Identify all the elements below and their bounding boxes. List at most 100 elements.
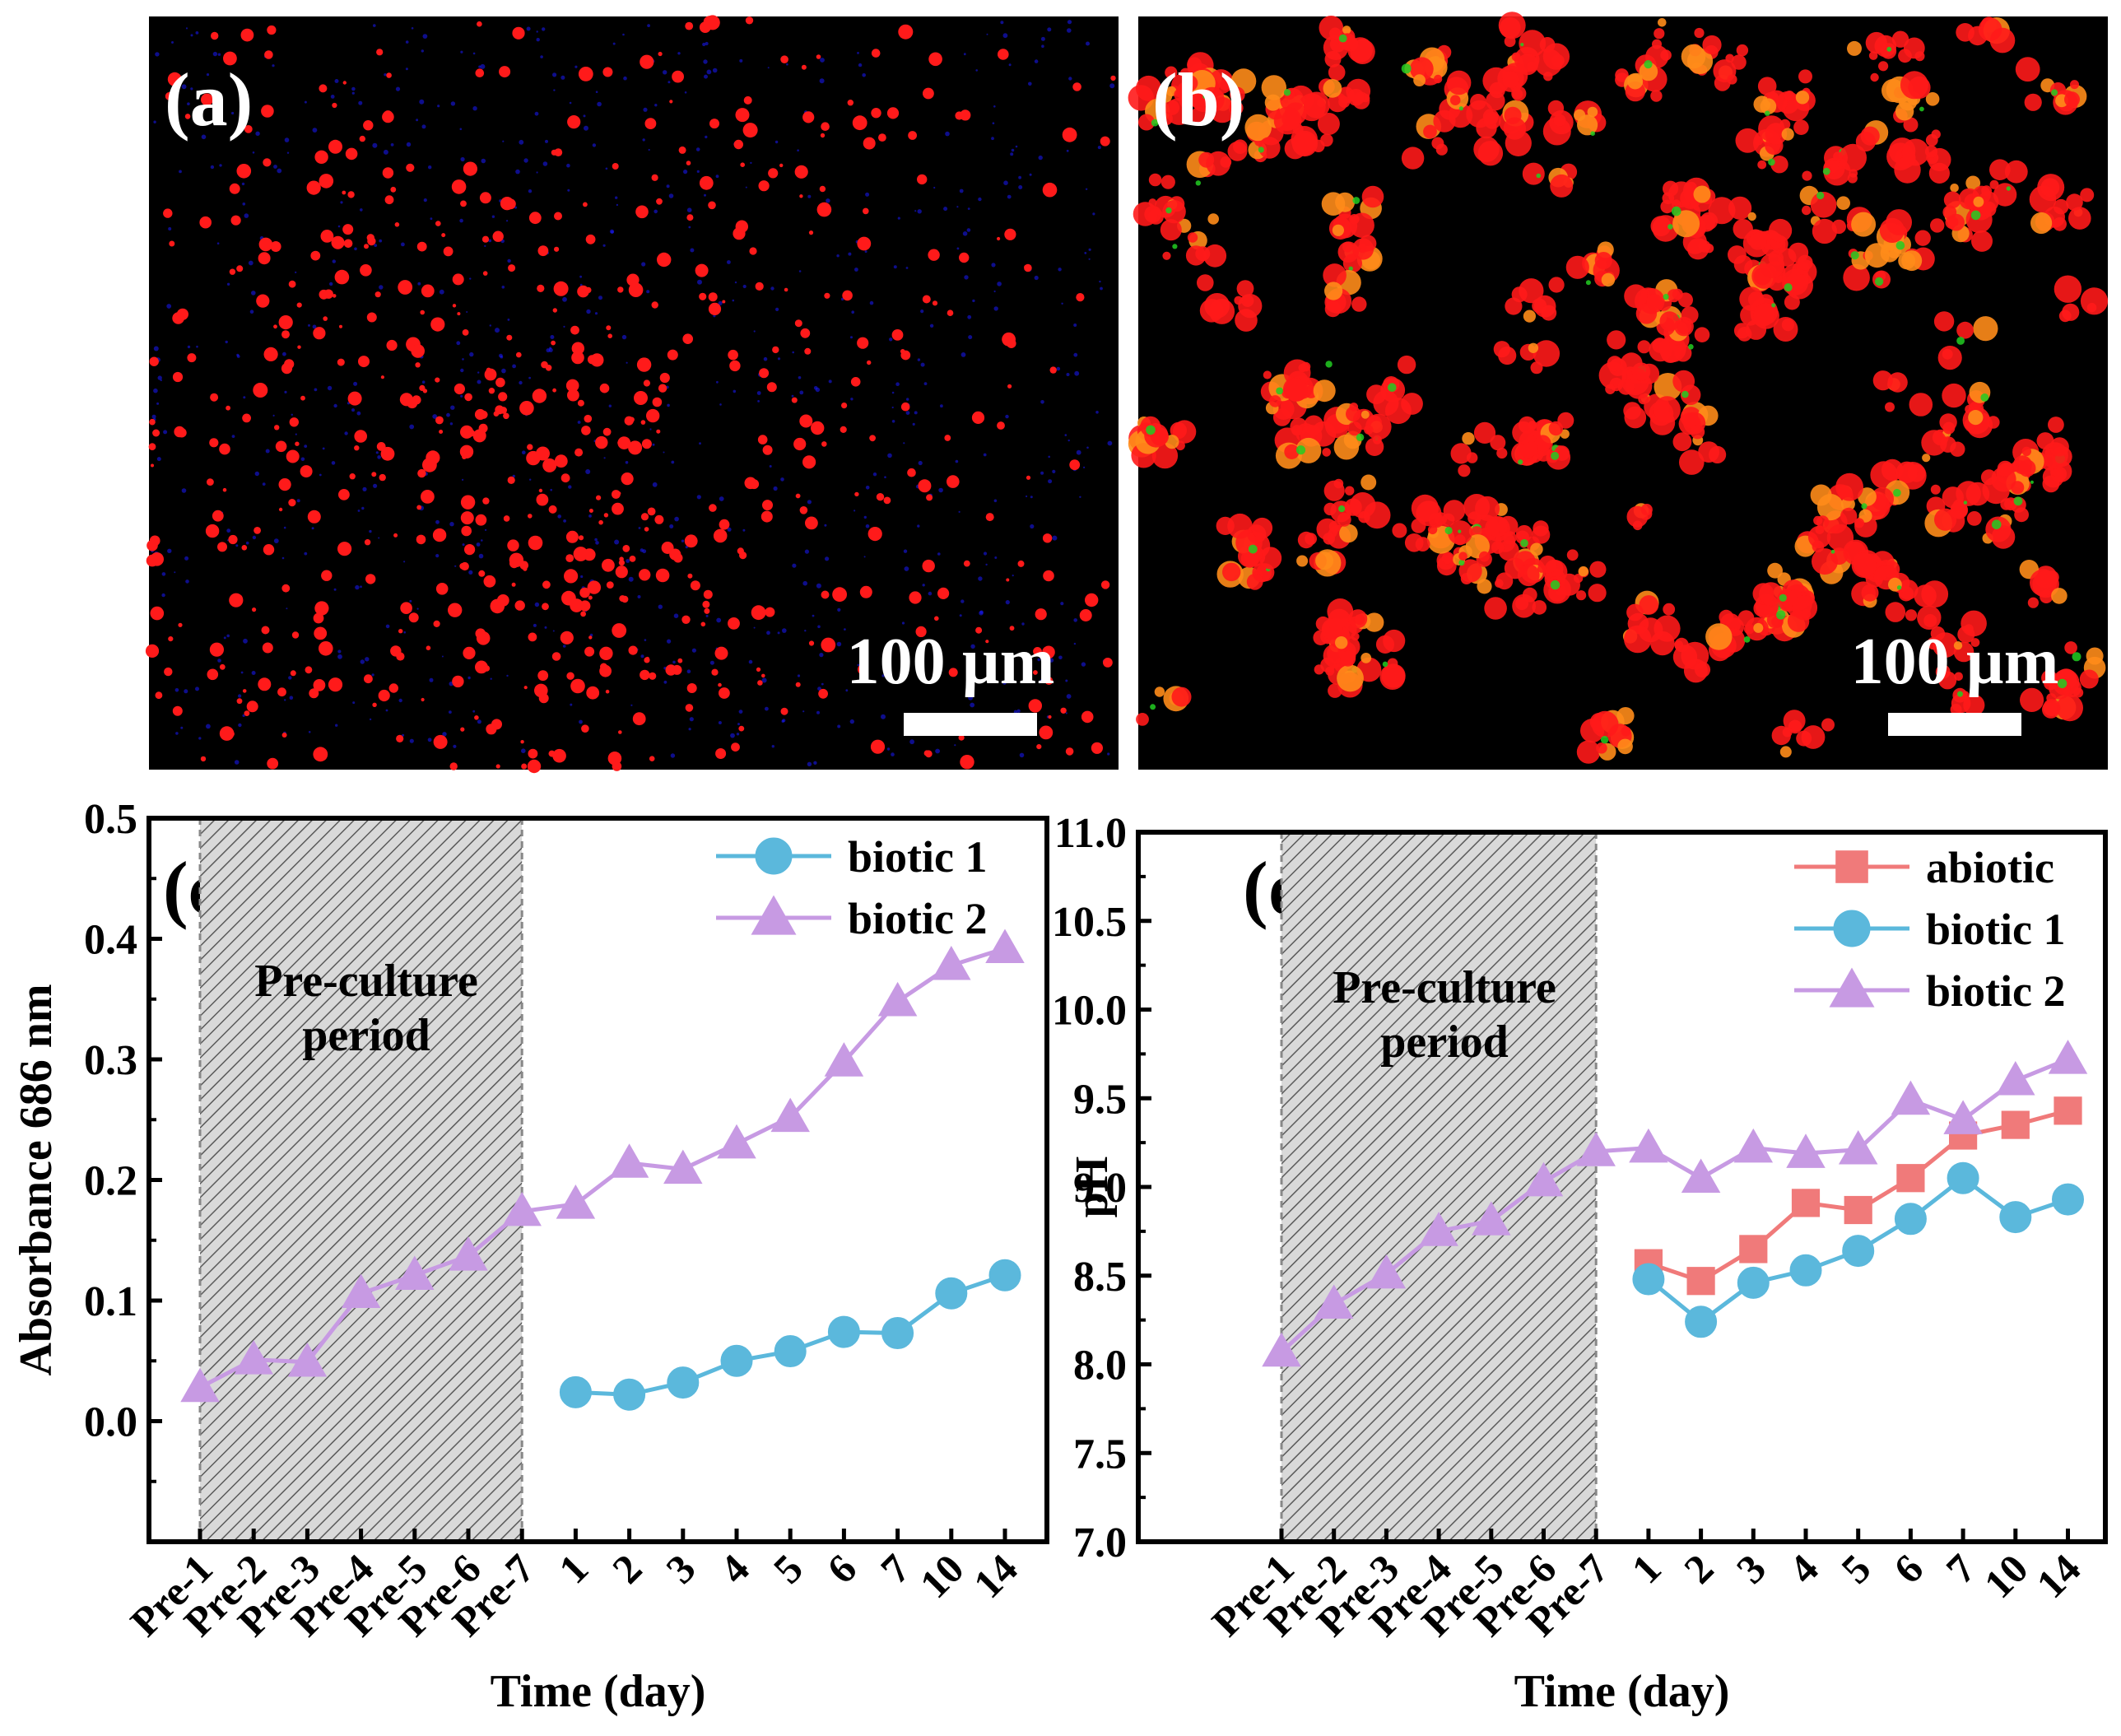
red-spot: [578, 535, 584, 541]
red-spot: [483, 665, 491, 672]
red-spot: [219, 443, 230, 455]
red-cluster-spot: [1449, 95, 1461, 105]
red-spot: [474, 715, 479, 720]
blue-spot: [804, 549, 810, 554]
red-spot: [371, 472, 377, 477]
red-cluster-spot: [1338, 95, 1351, 108]
blue-spot: [562, 296, 567, 302]
red-spot: [212, 510, 224, 522]
red-spot: [398, 629, 403, 634]
green-spot: [1663, 294, 1669, 300]
red-cluster-spot: [1784, 294, 1800, 310]
green-spot: [1550, 579, 1561, 590]
red-spot: [314, 150, 328, 164]
blue-spot: [938, 487, 943, 493]
blue-spot: [983, 453, 987, 457]
red-spot: [794, 319, 802, 328]
red-cluster-spot: [2086, 647, 2104, 665]
blue-spot: [333, 588, 337, 591]
red-spot: [433, 734, 448, 749]
red-spot: [537, 284, 545, 292]
red-spot: [1100, 580, 1110, 589]
red-spot: [1006, 578, 1010, 582]
red-spot: [512, 26, 525, 40]
blue-spot: [1030, 524, 1035, 529]
red-cluster-spot: [1345, 486, 1355, 496]
blue-spot: [1066, 373, 1070, 376]
blue-spot: [992, 122, 995, 124]
blue-spot: [467, 676, 471, 680]
red-cluster-spot: [1574, 574, 1584, 584]
blue-spot: [1073, 642, 1077, 645]
red-spot: [922, 295, 931, 304]
red-cluster-spot: [1512, 421, 1535, 444]
red-spot: [554, 454, 568, 468]
red-cluster-spot: [2064, 641, 2077, 654]
blue-spot: [912, 422, 915, 426]
red-spot: [934, 616, 939, 621]
green-spot: [1458, 560, 1465, 566]
red-cluster-spot: [1943, 191, 1961, 209]
blue-spot: [715, 175, 719, 179]
blue-spot: [1012, 575, 1014, 577]
red-cluster-spot: [1351, 632, 1360, 641]
blue-spot: [872, 472, 877, 477]
blue-spot: [196, 345, 198, 348]
red-cluster-spot: [1337, 664, 1364, 692]
red-cluster-spot: [1433, 74, 1443, 84]
blue-spot: [528, 189, 533, 193]
red-cluster-spot: [1956, 321, 1974, 339]
red-spot: [900, 349, 905, 354]
red-spot: [421, 284, 435, 298]
blue-spot: [671, 460, 675, 464]
blue-spot: [553, 89, 556, 91]
blue-spot: [1052, 535, 1058, 541]
red-cluster-spot: [1324, 282, 1343, 300]
blue-spot: [459, 218, 463, 223]
red-cluster-spot: [1148, 198, 1157, 207]
blue-spot: [226, 634, 230, 638]
red-spot: [491, 719, 502, 730]
blue-spot: [284, 137, 290, 142]
blue-spot: [567, 188, 570, 192]
blue-spot: [688, 226, 691, 229]
red-cluster-spot: [1530, 542, 1543, 556]
blue-spot: [314, 388, 318, 392]
red-spot: [818, 688, 828, 699]
red-spot: [867, 360, 872, 365]
red-spot: [606, 325, 612, 331]
blue-spot: [1060, 602, 1064, 606]
blue-spot: [466, 311, 468, 313]
blue-spot: [337, 654, 342, 659]
green-spot: [1957, 691, 1963, 697]
green-spot: [1681, 390, 1689, 398]
red-cluster-spot: [1284, 378, 1308, 402]
series-abiotic: [1634, 1096, 2082, 1296]
red-spot: [528, 632, 537, 642]
blue-spot: [469, 277, 472, 280]
blue-spot: [284, 699, 286, 701]
blue-spot: [1034, 275, 1039, 281]
blue-spot: [157, 375, 162, 380]
red-cluster-spot: [1792, 595, 1818, 621]
green-spot: [1388, 383, 1397, 393]
red-cluster-spot: [1953, 641, 1963, 650]
red-spot: [963, 560, 970, 567]
red-cluster-spot: [1364, 425, 1374, 435]
data-point: [932, 945, 971, 980]
red-spot: [495, 764, 500, 769]
blue-spot: [241, 182, 245, 186]
green-spot: [1886, 46, 1892, 52]
blue-spot: [1109, 83, 1115, 89]
blue-spot: [379, 239, 383, 243]
red-spot: [187, 353, 197, 363]
red-cluster-spot: [1985, 516, 2012, 542]
red-spot: [639, 569, 651, 581]
blue-spot: [891, 406, 894, 409]
red-cluster-spot: [2062, 303, 2080, 321]
blue-spot: [1097, 146, 1101, 150]
red-spot: [152, 429, 160, 437]
red-cluster-spot: [1246, 573, 1263, 590]
blue-spot: [684, 91, 687, 94]
red-spot: [366, 312, 377, 323]
